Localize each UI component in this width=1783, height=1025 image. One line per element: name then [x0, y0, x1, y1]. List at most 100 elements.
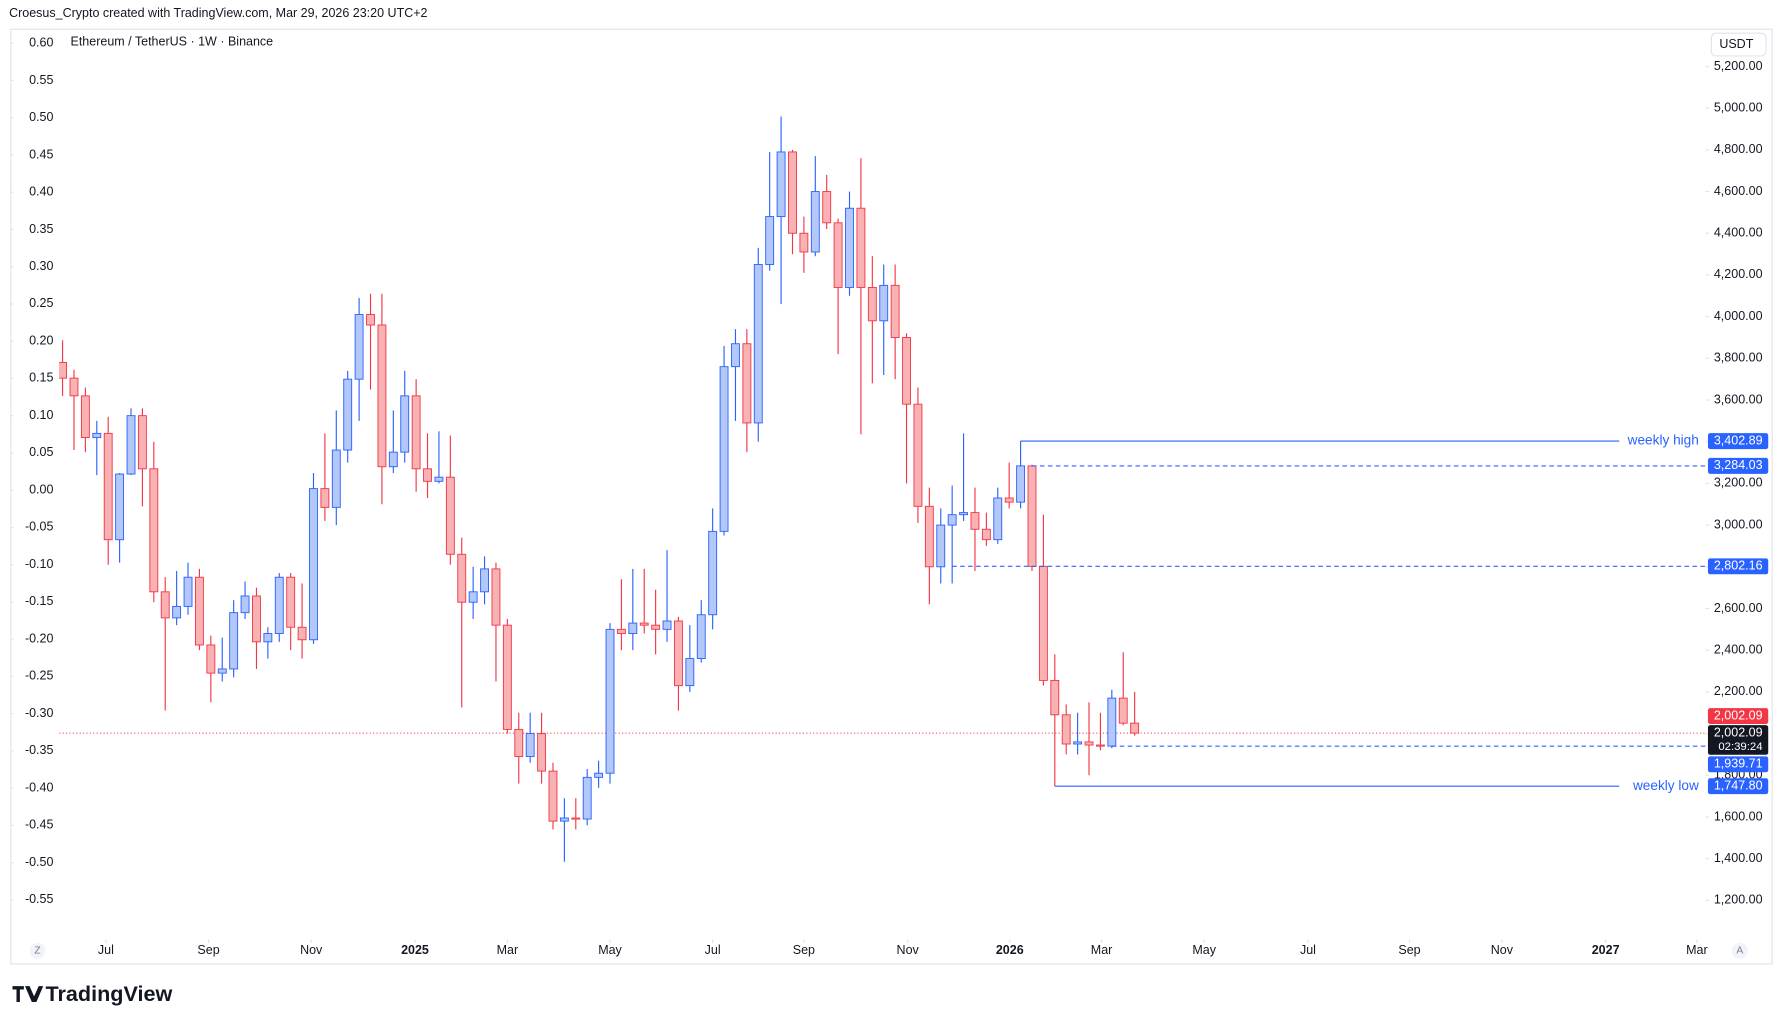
candle-body [913, 403, 923, 507]
last-price-label: 2,002.09 [1714, 725, 1763, 739]
candle-body [1050, 679, 1060, 716]
candle-body [1118, 697, 1128, 724]
x-tick-label: Sep [793, 943, 815, 957]
price-badge-label: 1,939.71 [1714, 757, 1763, 771]
y2-tick-label: 0.20 [29, 334, 53, 348]
y-tick-label: 4,600.00 [1714, 184, 1763, 198]
price-badge [1707, 558, 1769, 575]
candle-body [788, 151, 797, 234]
y-tick-label: 1,400.00 [1714, 851, 1763, 865]
candle-body [548, 770, 558, 822]
level-label: weekly high [1627, 433, 1699, 448]
candle-body [263, 633, 273, 643]
candle-body [217, 668, 227, 674]
candle-body [240, 595, 250, 614]
y-tick-label: 1,600.00 [1714, 809, 1763, 823]
y-tick-label: 2,600.00 [1714, 601, 1763, 615]
price-badge-label: 2,002.09 [1714, 708, 1763, 722]
button-label[interactable]: Z [34, 946, 40, 957]
overlay: 1,200.001,400.001,600.001,800.002,000.00… [11, 36, 1769, 957]
candle-body [252, 595, 261, 643]
candle-body [1061, 714, 1071, 745]
button-label[interactable]: A [1736, 946, 1743, 957]
y-tick-label: 5,200.00 [1714, 59, 1763, 73]
candle-body [183, 576, 193, 607]
y2-tick-label: -0.40 [25, 780, 54, 794]
candle-body [1038, 565, 1048, 681]
candle-body [525, 733, 535, 757]
candle-body [605, 628, 615, 774]
candle-body [491, 568, 501, 626]
candle-body [959, 512, 968, 516]
x-tick-label: Jul [98, 943, 114, 957]
y-tick-label: 2,400.00 [1714, 642, 1763, 656]
logo-icon [12, 986, 44, 1003]
candle-body [708, 530, 718, 616]
y2-tick-label: -0.45 [25, 818, 54, 832]
logo-text: TradingView [45, 981, 172, 1006]
candle-body [195, 576, 204, 646]
y2-tick-label: 0.30 [29, 259, 53, 273]
candle-body [559, 817, 569, 822]
candle-body [879, 284, 889, 322]
y2-tick-label: -0.30 [25, 706, 54, 720]
candle-body [1095, 744, 1105, 747]
candle-body [1016, 465, 1026, 503]
x-tick-label: Sep [197, 943, 219, 957]
candle-body [229, 612, 239, 670]
candle-body [674, 620, 683, 687]
candle-body [343, 378, 353, 451]
x-tick-label: Nov [300, 943, 323, 957]
price-badge [1707, 457, 1769, 474]
candle-body [1027, 465, 1037, 567]
candle-body [742, 343, 752, 424]
x-tick-label: Jul [1300, 943, 1316, 957]
candle-body [468, 591, 478, 603]
y-tick-label: 5,000.00 [1714, 100, 1763, 114]
candle-body [1073, 741, 1083, 745]
candle-body [537, 733, 547, 772]
candle-body [434, 476, 444, 482]
candle-body [616, 628, 626, 634]
x-tick-label: Mar [497, 943, 519, 957]
candle-body [331, 449, 341, 508]
candle-body [377, 324, 387, 468]
y2-tick-label: 0.45 [29, 147, 53, 161]
candle-body [354, 314, 364, 380]
candle-body [388, 451, 398, 468]
candle-body [103, 432, 113, 541]
candle-body [696, 614, 706, 659]
x-tick-label: 2025 [401, 943, 429, 957]
y2-tick-label: -0.20 [25, 631, 54, 645]
price-badge-label: 3,402.89 [1714, 433, 1763, 447]
candle-body [936, 524, 946, 568]
button[interactable] [1731, 942, 1748, 959]
candle-body [833, 222, 843, 288]
y-tick-label: 2,200.00 [1714, 684, 1763, 698]
chart-title: Ethereum / TetherUS · 1W · Binance [71, 35, 274, 49]
y2-tick-label: 0.15 [29, 371, 53, 385]
x-tick-label: May [598, 943, 622, 957]
candle-body [776, 151, 786, 218]
candle-body [80, 395, 90, 438]
candle-body [719, 366, 729, 532]
candle-body [137, 415, 147, 470]
button[interactable] [29, 942, 46, 959]
candle-body [400, 395, 410, 453]
price-badge [1707, 778, 1769, 795]
y2-tick-label: 0.35 [29, 222, 53, 236]
y-tick-label: 1,200.00 [1714, 893, 1763, 907]
y-tick-label: 3,000.00 [1714, 517, 1763, 531]
y2-tick-label: -0.35 [25, 743, 54, 757]
price-badge-label: 3,284.03 [1714, 458, 1763, 472]
x-tick-label: Mar [1091, 943, 1113, 957]
candle-body [297, 626, 307, 641]
candle-body [845, 207, 854, 288]
x-tick-label: 2026 [996, 943, 1024, 957]
y2-tick-label: -0.55 [25, 892, 54, 906]
candle-body [1084, 741, 1094, 746]
candle-body [149, 468, 159, 593]
candle-body [309, 488, 318, 641]
price-badge-label: 1,747.80 [1714, 778, 1763, 792]
y-tick-label: 3,200.00 [1714, 476, 1763, 490]
